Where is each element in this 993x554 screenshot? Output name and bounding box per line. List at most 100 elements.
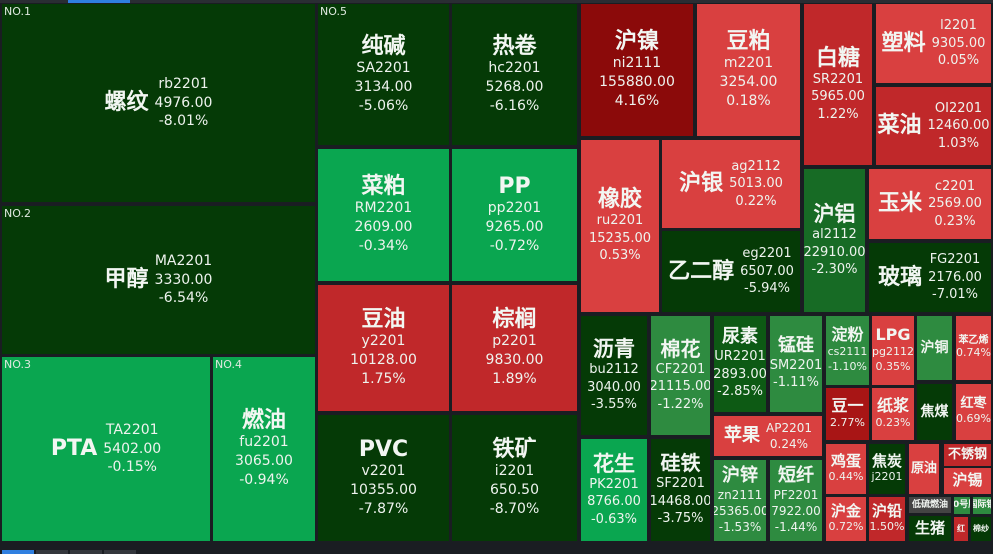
contract-price: 2176.00 xyxy=(928,269,982,285)
treemap-cell[interactable]: 硅铁 SF2201 14468.00 -3.75% xyxy=(651,439,710,541)
treemap-cell[interactable]: 铁矿 i2201 650.50 -8.70% xyxy=(452,415,577,541)
treemap-cell[interactable]: LPG pg2112 0.35% xyxy=(872,316,914,385)
treemap-cell[interactable]: 乙二醇 eg2201 6507.00 -5.94% xyxy=(662,231,800,312)
quote-info: c2201 2569.00 0.23% xyxy=(928,178,982,231)
treemap-cell[interactable]: 花生 PK2201 8766.00 -0.63% xyxy=(581,439,647,541)
treemap-cell[interactable]: 沪金 0.72% xyxy=(826,497,866,541)
treemap-cell[interactable]: 菜油 OI2201 12460.00 1.03% xyxy=(876,87,991,165)
treemap-cell[interactable]: 苯乙烯 0.74% xyxy=(956,316,991,380)
treemap-cell[interactable]: 低硫燃油 xyxy=(909,497,951,513)
treemap-cell[interactable]: PP pp2201 9265.00 -0.72% xyxy=(452,149,577,281)
commodity-name: 焦煤 xyxy=(920,403,949,420)
treemap-cell[interactable]: 棕榈 p2201 9830.00 1.89% xyxy=(452,285,577,411)
bottom-tab[interactable] xyxy=(36,550,68,554)
contract-code: AP2201 xyxy=(766,420,812,435)
quote-info: 0.23% xyxy=(876,416,911,431)
treemap-cell[interactable]: PVC v2201 10355.00 -7.87% xyxy=(318,415,449,541)
treemap-cell[interactable]: 豆油 y2201 10128.00 1.75% xyxy=(318,285,449,411)
contract-price: 3134.00 xyxy=(354,78,413,95)
treemap-cell[interactable]: 沪铜 xyxy=(917,316,952,380)
contract-code: TA2201 xyxy=(105,421,159,438)
commodity-name: 菜油 xyxy=(877,113,922,139)
quote-info: ni2111 155880.00 4.16% xyxy=(599,54,675,111)
treemap-cell[interactable]: NO.4 燃油 fu2201 3065.00 -0.94% xyxy=(213,357,315,541)
bottom-tab-strip xyxy=(0,543,993,554)
treemap-cell[interactable]: 原油 xyxy=(909,444,939,494)
contract-price: 15235.00 xyxy=(588,230,652,246)
treemap-cell[interactable]: 红 xyxy=(954,517,968,541)
quote-info: 1.50% xyxy=(870,520,905,535)
treemap-cell[interactable]: 塑料 l2201 9305.00 0.05% xyxy=(876,4,991,83)
bottom-tab[interactable] xyxy=(70,550,102,554)
treemap-cell[interactable]: 玉米 c2201 2569.00 0.23% xyxy=(869,169,991,239)
treemap-cell[interactable]: 不锈钢 xyxy=(944,444,991,466)
treemap-cell[interactable]: 豆一 2.77% xyxy=(826,388,869,440)
contract-change: -0.72% xyxy=(489,238,540,255)
contract-change: -5.94% xyxy=(744,281,790,297)
contract-change: -7.01% xyxy=(932,287,978,303)
contract-change: 1.22% xyxy=(817,106,859,122)
contract-code: al2112 xyxy=(812,227,857,243)
treemap-cell[interactable]: 国际铜 xyxy=(973,497,991,514)
treemap-cell[interactable]: NO.5 纯碱 SA2201 3134.00 -5.06% xyxy=(318,4,449,145)
commodity-name: PTA xyxy=(50,436,98,462)
contract-price: 3065.00 xyxy=(235,453,293,470)
treemap-cell[interactable]: 焦煤 xyxy=(917,384,952,440)
treemap-cell[interactable]: 玻璃 FG2201 2176.00 -7.01% xyxy=(869,243,991,312)
contract-price: 2893.00 xyxy=(714,366,766,382)
treemap-cell[interactable]: 热卷 hc2201 5268.00 -6.16% xyxy=(452,4,577,145)
bottom-tab[interactable] xyxy=(104,550,136,554)
treemap-cell[interactable]: 沪铅 1.50% xyxy=(869,497,905,541)
treemap-cell[interactable]: 豆粕 m2201 3254.00 0.18% xyxy=(697,4,800,136)
contract-code: SF2201 xyxy=(656,476,705,492)
contract-price: 8766.00 xyxy=(587,494,641,510)
quote-info: bu2112 3040.00 -3.55% xyxy=(587,361,641,414)
treemap-cell[interactable]: 20号胶 xyxy=(954,497,970,514)
contract-change: -1.11% xyxy=(773,375,819,391)
active-tab-indicator[interactable] xyxy=(68,0,130,3)
treemap-cell[interactable]: 短纤 PF2201 7922.00 -1.44% xyxy=(770,460,822,541)
quote-info: rb2201 4976.00 -8.01% xyxy=(155,75,213,132)
treemap-cell[interactable]: 棉纱 xyxy=(971,517,991,541)
treemap-cell[interactable]: 焦炭 j2201 xyxy=(869,444,905,494)
quote-info: m2201 3254.00 0.18% xyxy=(720,54,778,111)
contract-change: 0.23% xyxy=(934,213,976,229)
treemap-cell[interactable]: 沪银 ag2112 5013.00 0.22% xyxy=(662,140,800,228)
treemap-cell[interactable]: NO.3 PTA TA2201 5402.00 -0.15% xyxy=(2,357,210,541)
treemap-cell[interactable]: 沥青 bu2112 3040.00 -3.55% xyxy=(581,316,647,435)
treemap-cell[interactable]: 生猪 xyxy=(909,516,951,541)
treemap-cell[interactable]: 苹果 AP2201 0.24% xyxy=(714,416,822,456)
contract-price: 10355.00 xyxy=(350,482,417,499)
treemap-cell[interactable]: 菜粕 RM2201 2609.00 -0.34% xyxy=(318,149,449,281)
treemap-cell[interactable]: 棉花 CF2201 21115.00 -1.22% xyxy=(651,316,710,435)
contract-code: pg2112 xyxy=(872,344,914,358)
contract-price: 22910.00 xyxy=(804,244,865,260)
treemap-cell[interactable]: 沪锡 xyxy=(944,468,991,494)
contract-change: 0.22% xyxy=(735,193,777,209)
bottom-tab[interactable] xyxy=(2,550,34,554)
treemap-cell[interactable]: 纸浆 0.23% xyxy=(872,388,914,440)
contract-change: -8.70% xyxy=(489,501,540,518)
treemap-cell[interactable]: 沪铝 al2112 22910.00 -2.30% xyxy=(804,169,865,312)
treemap-cell[interactable]: 锰硅 SM2201 -1.11% xyxy=(770,316,822,412)
contract-code: rb2201 xyxy=(158,75,209,92)
contract-price: 14468.00 xyxy=(651,493,710,509)
treemap-cell[interactable]: 尿素 UR2201 2893.00 -2.85% xyxy=(714,316,766,412)
treemap-cell[interactable]: NO.1 螺纹 rb2201 4976.00 -8.01% xyxy=(2,4,315,202)
treemap-cell[interactable]: 沪镍 ni2111 155880.00 4.16% xyxy=(581,4,693,136)
treemap-cell[interactable]: 橡胶 ru2201 15235.00 0.53% xyxy=(581,140,659,312)
treemap-cell[interactable]: 红枣 0.69% xyxy=(956,384,991,440)
contract-change: -6.16% xyxy=(489,97,540,114)
contract-price: 21115.00 xyxy=(651,379,710,395)
treemap-cell[interactable]: 淀粉 cs2111 -1.10% xyxy=(826,316,869,385)
treemap-cell[interactable]: 沪锌 zn2111 25365.00 -1.53% xyxy=(714,460,766,541)
commodity-name: 沪锌 xyxy=(722,464,758,486)
contract-code: PF2201 xyxy=(773,487,819,502)
contract-change: 0.24% xyxy=(769,437,809,451)
contract-code: MA2201 xyxy=(154,252,213,269)
contract-code: v2201 xyxy=(361,463,406,480)
contract-change: 0.74% xyxy=(956,346,991,360)
treemap-cell[interactable]: 白糖 SR2201 5965.00 1.22% xyxy=(804,4,872,165)
treemap-cell[interactable]: 鸡蛋 0.44% xyxy=(826,444,866,494)
treemap-cell[interactable]: NO.2 甲醇 MA2201 3330.00 -6.54% xyxy=(2,206,315,354)
